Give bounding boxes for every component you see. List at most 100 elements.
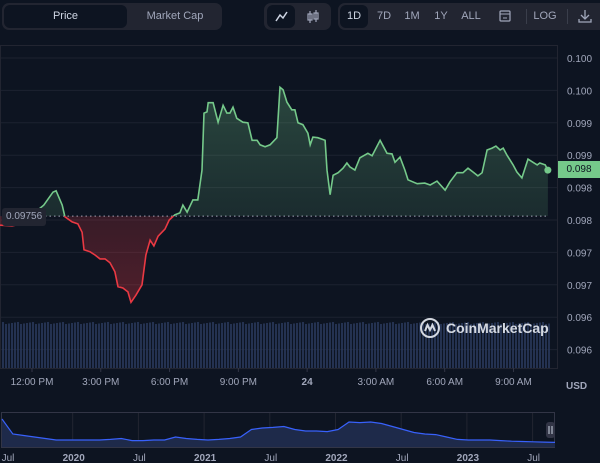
volume-bar [416, 323, 418, 368]
y-tick-label: 0.097 [567, 281, 592, 292]
volume-bar [191, 323, 193, 368]
tab-market-cap[interactable]: Market Cap [146, 10, 204, 22]
volume-bar [32, 322, 34, 368]
volume-bar [356, 323, 358, 368]
volume-bar [131, 323, 133, 368]
divider [567, 9, 568, 24]
volume-bar [176, 323, 178, 368]
volume-bar [500, 324, 502, 368]
volume-bar [536, 323, 538, 368]
volume-bar [422, 322, 424, 368]
navigator[interactable]: Jul 2020 Jul 2021 Jul 2022 Jul 2023 Jul [1, 412, 556, 463]
volume-bar [308, 323, 310, 368]
volume-bar [494, 322, 496, 368]
volume-bar [197, 322, 199, 368]
volume-bar [167, 322, 169, 368]
candlestick-icon [307, 10, 319, 23]
volume-bar [377, 322, 379, 368]
volume-bar [257, 322, 259, 368]
volume-bar [68, 323, 70, 368]
navigator-area [2, 419, 555, 447]
volume-bar [20, 324, 22, 368]
volume-bar [512, 322, 514, 368]
chart-type-group [264, 3, 331, 30]
volume-bar [446, 323, 448, 368]
price-line-up [29, 85, 549, 217]
volume-bar [290, 324, 292, 368]
volume-bar [449, 322, 451, 368]
volume-bar [359, 322, 361, 368]
watermark-text: CoinMarketCap [446, 320, 549, 336]
y-tick-label: 0.100 [567, 86, 592, 97]
volume-bar [371, 323, 373, 368]
volume-bar [164, 322, 166, 368]
volume-bars [2, 322, 550, 368]
volume-bar [149, 322, 151, 368]
range-1d[interactable]: 1D [340, 5, 368, 28]
line-chart-icon [275, 11, 288, 22]
volume-bar [83, 323, 85, 368]
candlestick-button[interactable] [299, 5, 327, 28]
volume-bar [395, 324, 397, 368]
range-all[interactable]: ALL [461, 10, 481, 22]
volume-bar [143, 323, 145, 368]
volume-bar [524, 322, 526, 368]
volume-bar [488, 323, 490, 368]
calendar-button[interactable] [495, 5, 515, 28]
volume-bar [335, 324, 337, 368]
y-tick-label: 0.098 [567, 184, 592, 195]
volume-bar [107, 322, 109, 368]
navigator-handle[interactable] [546, 422, 555, 438]
volume-bar [104, 322, 106, 368]
volume-bar [542, 322, 544, 368]
line-chart-button[interactable] [267, 5, 295, 28]
volume-bar [341, 323, 343, 368]
volume-bar [311, 323, 313, 368]
download-button[interactable] [574, 5, 596, 28]
volume-bar [245, 324, 247, 368]
x-tick-label: 6:00 AM [426, 377, 463, 388]
volume-bar [62, 322, 64, 368]
area-down [0, 216, 548, 303]
volume-bar [137, 322, 139, 368]
navigator-label: Jul [527, 453, 540, 463]
y-tick-label: 0.099 [567, 151, 592, 162]
y-tick-label: 0.097 [567, 248, 592, 259]
volume-bar [365, 324, 367, 368]
volume-bar [116, 323, 118, 368]
volume-bar [521, 323, 523, 368]
volume-bar [47, 322, 49, 368]
volume-bar [353, 323, 355, 368]
volume-bar [170, 324, 172, 368]
volume-bar [410, 324, 412, 368]
volume-bar [491, 323, 493, 368]
volume-bar [497, 322, 499, 368]
range-7d[interactable]: 7D [376, 10, 392, 22]
volume-bar [443, 323, 445, 368]
log-toggle[interactable]: LOG [533, 10, 557, 22]
volume-bar [152, 322, 154, 368]
volume-bar [293, 323, 295, 368]
volume-bar [329, 322, 331, 368]
y-axis: 0.100 0.100 0.099 0.099 0.098 0.098 0.097 0.097… [567, 54, 592, 357]
coinmarketcap-watermark: CoinMarketCap [419, 317, 549, 339]
volume-bar [317, 322, 319, 368]
range-1y[interactable]: 1Y [434, 10, 448, 22]
volume-bar [8, 323, 10, 368]
tab-price[interactable]: Price [4, 5, 127, 28]
volume-bar [485, 324, 487, 368]
x-tick-label: 9:00 AM [495, 377, 532, 388]
calendar-icon [499, 10, 511, 22]
range-1m[interactable]: 1M [404, 10, 420, 22]
navigator-label: 2020 [63, 453, 86, 463]
x-tick-label: 12:00 PM [11, 377, 54, 388]
volume-bar [437, 322, 439, 368]
volume-bar [2, 322, 4, 368]
volume-bar [350, 324, 352, 368]
volume-bar [215, 324, 217, 368]
y-tick-label: 0.096 [567, 313, 592, 324]
volume-bar [254, 322, 256, 368]
volume-bar [98, 323, 100, 368]
volume-bar [26, 323, 28, 368]
